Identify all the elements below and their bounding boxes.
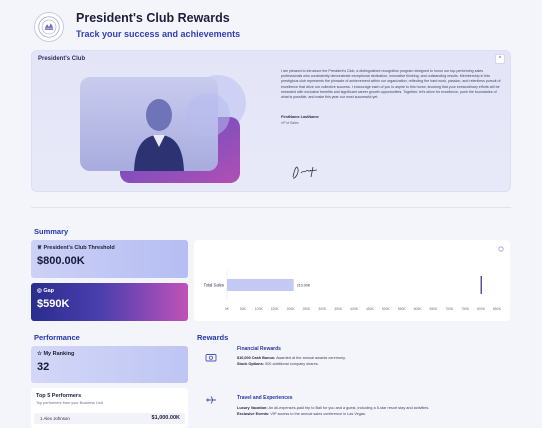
collapse-button[interactable]: ^: [495, 54, 505, 64]
tick-label: 450K: [366, 307, 375, 311]
tick-label: 550K: [398, 307, 407, 311]
tick-label: 150K: [271, 307, 280, 311]
target-icon: ◎: [37, 288, 42, 294]
data-label: 210.00K: [297, 284, 311, 288]
reward-line: Exclusive Events: VIP access to the annu…: [237, 412, 366, 416]
sales-bar: [227, 279, 294, 291]
star-icon: ☆: [37, 351, 42, 357]
chart-info-icon[interactable]: [498, 246, 504, 252]
page-title: President's Club Rewards: [76, 11, 230, 25]
ranking-label: ☆ My Ranking: [37, 351, 75, 357]
tick-label: 850K: [493, 307, 502, 311]
tick-label: 200K: [287, 307, 296, 311]
tick-label: 100K: [255, 307, 264, 311]
tick-label: 350K: [334, 307, 343, 311]
plane-icon: [206, 396, 216, 404]
performer-value: $1,000.00K: [151, 415, 180, 421]
gap-card: ◎ Gap $590K: [31, 283, 188, 321]
sales-chart-card: Total Sales 210.00K 0K 50K 100K 150K 200K 250K 3…: [194, 240, 510, 321]
tick-label: 700K: [445, 307, 454, 311]
summary-heading: Summary: [34, 227, 69, 236]
threshold-label: ♕ President's Club Threshold: [37, 245, 115, 251]
reward-line: Luxury Vacation: An all-expenses-paid tr…: [237, 406, 430, 410]
signer-role: VP of Sales: [281, 121, 299, 125]
threshold-value: $800.00K: [37, 255, 85, 267]
executive-photo: [80, 75, 250, 185]
reward-line: Stock Options: 500 additional company sh…: [237, 362, 319, 366]
tick-label: 0K: [225, 307, 230, 311]
president-club-hero: President's Club ^ I am please: [31, 50, 511, 192]
tick-label: 250K: [302, 307, 311, 311]
company-logo: [34, 12, 64, 42]
ranking-card: ☆ My Ranking 32: [31, 346, 188, 383]
tick-label: 300K: [318, 307, 327, 311]
reward-title-travel: Travel and Experiences: [237, 395, 293, 401]
cash-icon: [205, 354, 217, 362]
sales-chart: Total Sales 210.00K 0K 50K 100K 150K 200K 250K 3…: [204, 246, 504, 311]
president-letter: I am pleased to introduce the President'…: [281, 69, 501, 100]
top-performers-title: Top 5 Performers: [36, 393, 82, 399]
table-row[interactable]: 1 Alex Johnson $1,000.00K: [34, 413, 185, 424]
rewards-heading: Rewards: [197, 333, 229, 342]
ranking-value: 32: [37, 361, 50, 373]
seal-icon: [38, 16, 60, 38]
signer-name: FirstName LastName: [281, 115, 319, 119]
performer-name: 1 Alex Johnson: [40, 416, 70, 421]
tick-label: 750K: [461, 307, 470, 311]
category-label: Total Sales: [204, 283, 224, 288]
tick-label: 50K: [240, 307, 247, 311]
performance-heading: Performance: [34, 333, 80, 342]
threshold-marker: [480, 276, 482, 294]
trophy-icon: ♕: [37, 245, 42, 251]
section-divider: [31, 207, 511, 208]
tick-label: 650K: [430, 307, 439, 311]
top-performers-subtitle: Top performers from your Business Unit: [36, 401, 103, 405]
hero-title: President's Club: [38, 56, 86, 62]
gap-value: $590K: [37, 298, 70, 310]
tick-label: 500K: [382, 307, 391, 311]
signature-image: [292, 166, 318, 179]
reward-title-financial: Financial Rewards: [237, 346, 281, 352]
tick-label: 800K: [477, 307, 486, 311]
reward-line: $10,000 Cash Bonus: Awarded at the annua…: [237, 356, 346, 360]
top-performers-card: Top 5 Performers Top performers from you…: [31, 388, 188, 428]
tick-label: 400K: [350, 307, 359, 311]
tick-label: 600K: [414, 307, 423, 311]
page-subtitle: Track your success and achievements: [76, 29, 241, 39]
gap-label: ◎ Gap: [37, 288, 55, 294]
threshold-card: ♕ President's Club Threshold $800.00K: [31, 240, 188, 278]
